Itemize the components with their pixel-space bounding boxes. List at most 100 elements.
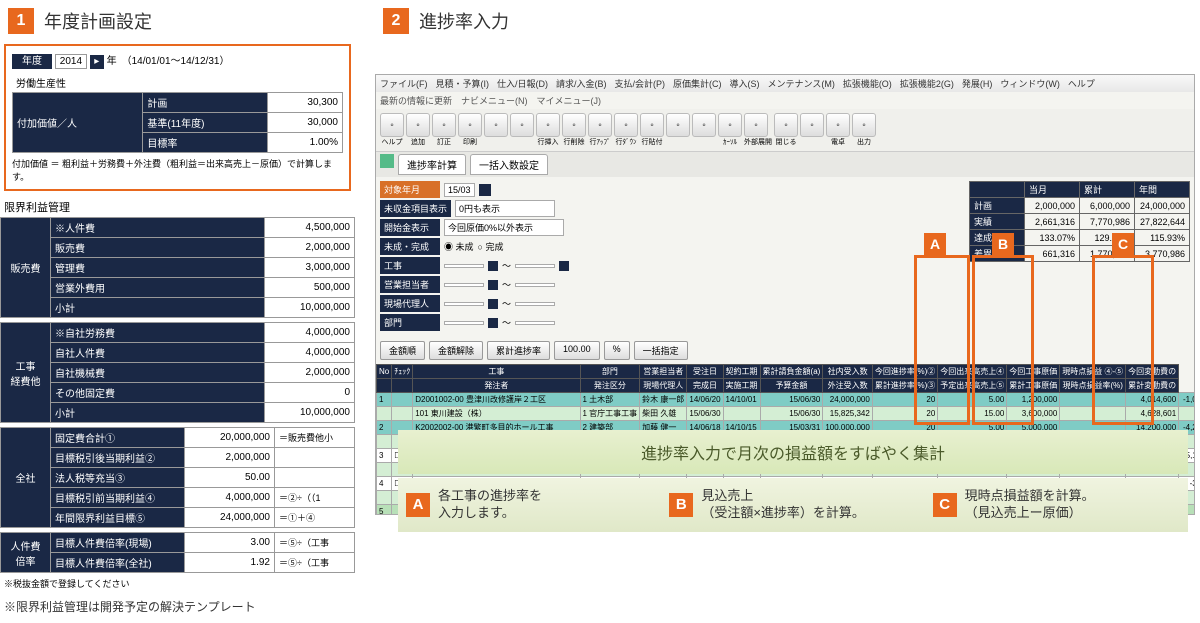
toolbar-button[interactable]: ◦ xyxy=(380,113,404,137)
bumon-to[interactable] xyxy=(515,321,555,325)
action-button[interactable]: 金額解除 xyxy=(429,341,483,360)
toolbar-button[interactable]: ◦ xyxy=(852,113,876,137)
grid-cell: 128.50 xyxy=(1179,407,1194,421)
row-value[interactable]: 10,000,000 xyxy=(265,298,355,318)
eigyo-from[interactable] xyxy=(444,283,484,287)
toolbar-button[interactable]: ◦ xyxy=(774,113,798,137)
menu-item[interactable]: 導入(S) xyxy=(730,77,760,90)
action-button[interactable]: 累計進捗率 xyxy=(487,341,550,360)
grid-header: 完成日 xyxy=(687,379,723,393)
row-value[interactable]: 2,000,000 xyxy=(265,363,355,383)
genba-to[interactable] xyxy=(515,302,555,306)
eigyo-to[interactable] xyxy=(515,283,555,287)
banner-step: C現時点損益額を計算。 （見込売上ー原価） xyxy=(925,478,1188,532)
menu-item[interactable]: ファイル(F) xyxy=(380,77,428,90)
disp2-select[interactable]: 今回原価0%以外表示 xyxy=(444,219,564,236)
action-button[interactable]: 一括指定 xyxy=(634,341,688,360)
toolbar-button[interactable]: ◦ xyxy=(826,113,850,137)
picker-icon[interactable] xyxy=(488,280,498,290)
row-value[interactable]: 500,000 xyxy=(265,278,355,298)
row-value[interactable]: 24,000,000 xyxy=(185,508,275,528)
koji-to[interactable] xyxy=(515,264,555,268)
status-opt2[interactable]: ○ 完成 xyxy=(478,240,504,253)
row-value[interactable]: 50.00 xyxy=(185,468,275,488)
menu-item[interactable]: 仕入/日報(D) xyxy=(497,77,548,90)
menu-item[interactable]: 発展(H) xyxy=(962,77,993,90)
row-label: 小計 xyxy=(51,298,265,318)
year-input[interactable]: 2014 xyxy=(55,54,87,69)
prod-value[interactable]: 30,000 xyxy=(268,113,343,133)
banner-step: B見込売上 （受注額×進捗率）を計算。 xyxy=(661,478,924,532)
toolbar-button[interactable]: ◦ xyxy=(536,113,560,137)
grid-header: 累計工事原価 xyxy=(1007,379,1060,393)
period-picker-icon[interactable] xyxy=(479,184,491,196)
menu-item[interactable]: 見積・予算(I) xyxy=(436,77,490,90)
toolbar-button[interactable]: ◦ xyxy=(458,113,482,137)
menu-item[interactable]: 拡張機能2(G) xyxy=(900,77,954,90)
row-value[interactable]: 3,000,000 xyxy=(265,258,355,278)
grid-header: 現時点損益率(%) xyxy=(1060,379,1126,393)
row-value[interactable]: 4,000,000 xyxy=(265,323,355,343)
menu-item[interactable]: ウィンドウ(W) xyxy=(1000,77,1060,90)
toolbar-button[interactable]: ◦ xyxy=(718,113,742,137)
row-formula xyxy=(275,448,355,468)
toolbar-button[interactable]: ◦ xyxy=(432,113,456,137)
toolbar-button[interactable]: ◦ xyxy=(640,113,664,137)
action-button[interactable]: 100.00 xyxy=(554,341,600,360)
action-button[interactable]: 金額順 xyxy=(380,341,425,360)
toolbar-button[interactable]: ◦ xyxy=(744,113,768,137)
sub-tab[interactable]: 一括入数設定 xyxy=(470,154,548,175)
menu-item[interactable]: 支払/会計(P) xyxy=(615,77,666,90)
row-value[interactable]: 10,000,000 xyxy=(265,403,355,423)
grid-header: 予算金額 xyxy=(760,379,823,393)
toolbar-button[interactable]: ◦ xyxy=(484,113,508,137)
picker-icon[interactable] xyxy=(488,261,498,271)
toolbar-button[interactable]: ◦ xyxy=(666,113,690,137)
picker-icon[interactable] xyxy=(559,261,569,271)
row-value[interactable]: 4,000,000 xyxy=(185,488,275,508)
toolbar-button[interactable]: ◦ xyxy=(588,113,612,137)
row-value[interactable]: 1.92 xyxy=(185,553,275,573)
disp1-select[interactable]: 0円も表示 xyxy=(455,200,555,217)
picker-icon[interactable] xyxy=(488,318,498,328)
koji-from[interactable] xyxy=(444,264,484,268)
row-value[interactable]: 20,000,000 xyxy=(185,428,275,448)
menu-item[interactable]: メンテナンス(M) xyxy=(768,77,835,90)
year-picker-icon[interactable]: ▸ xyxy=(90,55,104,69)
action-button[interactable]: % xyxy=(604,341,630,360)
grid-cell: 14/06/20 xyxy=(687,393,723,407)
grid-cell[interactable] xyxy=(392,393,413,407)
menu-item[interactable]: 請求/入金(B) xyxy=(556,77,607,90)
period-input[interactable]: 15/03 xyxy=(444,183,475,197)
row-value[interactable]: 4,500,000 xyxy=(265,218,355,238)
status-opt1[interactable]: ◉ 未成 xyxy=(444,240,474,253)
button-row: 金額順金額解除累計進捗率100.00%一括指定 xyxy=(376,337,1194,364)
menu-item[interactable]: 原価集計(C) xyxy=(673,77,722,90)
toolbar-button[interactable]: ◦ xyxy=(692,113,716,137)
toolbar-button[interactable]: ◦ xyxy=(406,113,430,137)
genba-from[interactable] xyxy=(444,302,484,306)
row-value[interactable]: 2,000,000 xyxy=(185,448,275,468)
prod-value[interactable]: 30,300 xyxy=(268,93,343,113)
bumon-from[interactable] xyxy=(444,321,484,325)
prod-value[interactable]: 1.00% xyxy=(268,133,343,153)
menu-item[interactable]: ヘルプ xyxy=(1068,77,1095,90)
picker-icon[interactable] xyxy=(488,299,498,309)
row-value[interactable]: 4,000,000 xyxy=(265,343,355,363)
toolbar-button[interactable]: ◦ xyxy=(510,113,534,137)
sub-tab[interactable]: 進捗率計算 xyxy=(398,154,466,175)
toolbar-label: 行挿入 xyxy=(536,137,560,147)
summary-cell: 計画 xyxy=(970,198,1025,214)
status-label: 未成・完成 xyxy=(380,238,440,255)
row-value[interactable]: 3.00 xyxy=(185,533,275,553)
row-value[interactable]: 0 xyxy=(265,383,355,403)
row-value[interactable]: 2,000,000 xyxy=(265,238,355,258)
menu-item[interactable]: 拡張機能(O) xyxy=(843,77,892,90)
grid-cell: 15/06/30 xyxy=(760,407,823,421)
banner-text: 見込売上 （受注額×進捗率）を計算。 xyxy=(701,488,865,522)
grid-cell[interactable] xyxy=(392,407,413,421)
row-label: 固定費合計① xyxy=(51,428,185,448)
toolbar-button[interactable]: ◦ xyxy=(800,113,824,137)
toolbar-button[interactable]: ◦ xyxy=(614,113,638,137)
toolbar-button[interactable]: ◦ xyxy=(562,113,586,137)
